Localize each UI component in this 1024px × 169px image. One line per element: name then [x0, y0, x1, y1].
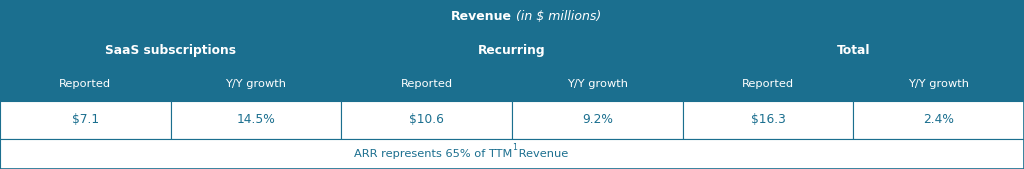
Text: $7.1: $7.1: [72, 114, 99, 126]
Text: ARR represents 65% of TTM: ARR represents 65% of TTM: [353, 149, 512, 159]
Bar: [683, 68, 853, 101]
Bar: [0, 34, 341, 68]
Bar: [512, 101, 683, 139]
Text: Reported: Reported: [400, 79, 453, 90]
Text: Reported: Reported: [742, 79, 794, 90]
Bar: [0, 68, 171, 101]
Text: 2.4%: 2.4%: [924, 114, 954, 126]
Text: SaaS subscriptions: SaaS subscriptions: [105, 44, 237, 57]
Text: Total: Total: [837, 44, 870, 57]
Text: Reported: Reported: [59, 79, 112, 90]
Bar: [341, 34, 683, 68]
Text: Y/Y growth: Y/Y growth: [908, 79, 969, 90]
Text: 9.2%: 9.2%: [582, 114, 612, 126]
Text: Y/Y growth: Y/Y growth: [225, 79, 287, 90]
Bar: [512, 68, 683, 101]
Text: Recurring: Recurring: [478, 44, 546, 57]
Text: Y/Y growth: Y/Y growth: [567, 79, 628, 90]
Text: (in $ millions): (in $ millions): [512, 10, 601, 23]
Bar: [0, 0, 1024, 34]
Text: $10.6: $10.6: [410, 114, 444, 126]
Text: Revenue: Revenue: [451, 10, 512, 23]
Text: $16.3: $16.3: [751, 114, 785, 126]
Bar: [0, 139, 1024, 169]
Bar: [171, 101, 341, 139]
Bar: [853, 101, 1024, 139]
Bar: [341, 68, 512, 101]
Text: 1: 1: [512, 143, 517, 152]
Bar: [341, 101, 512, 139]
Bar: [853, 68, 1024, 101]
Bar: [171, 68, 341, 101]
Text: 14.5%: 14.5%: [237, 114, 275, 126]
Bar: [683, 101, 853, 139]
Bar: [683, 34, 1024, 68]
Bar: [0, 101, 171, 139]
Text: Revenue: Revenue: [515, 149, 568, 159]
